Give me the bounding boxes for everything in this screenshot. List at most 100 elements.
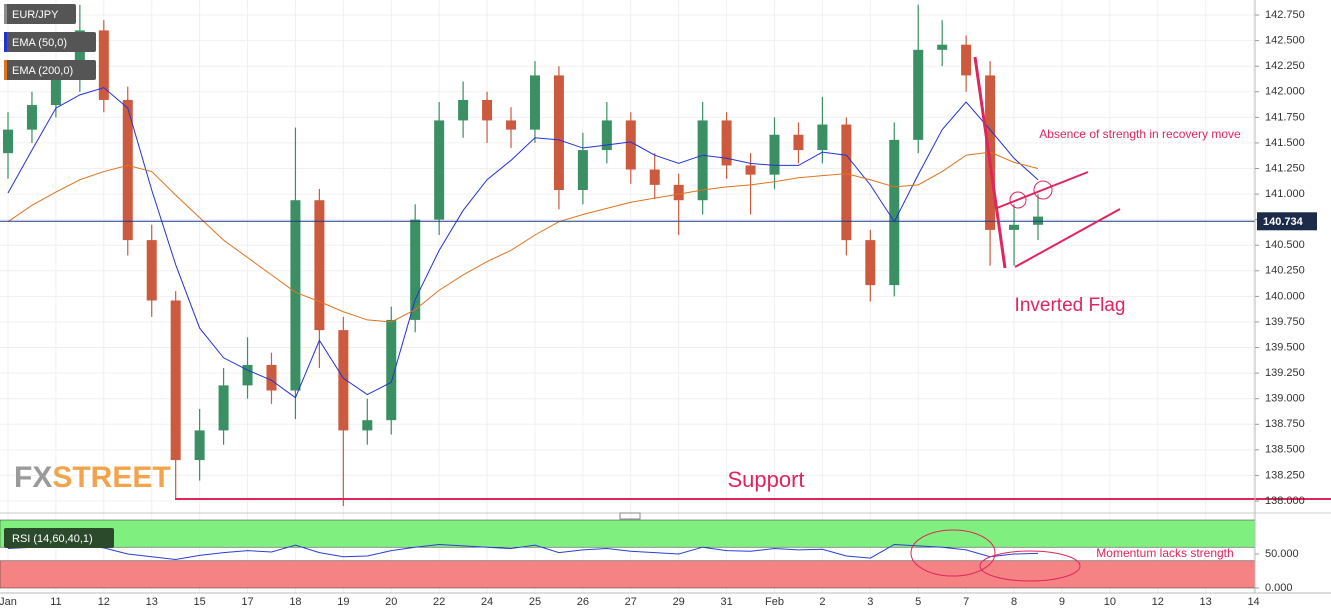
legend-box bbox=[4, 528, 114, 548]
candle-body bbox=[913, 49, 924, 140]
candle-body bbox=[793, 134, 804, 151]
x-tick-label: 20 bbox=[385, 596, 397, 608]
candle-body bbox=[290, 200, 301, 391]
x-tick-label: 22 bbox=[433, 596, 445, 608]
watermark: FXSTREET bbox=[14, 461, 171, 494]
candle-body bbox=[553, 75, 564, 190]
last-price-label: 140.734 bbox=[1263, 216, 1304, 228]
candle-body bbox=[434, 120, 445, 220]
legend-box bbox=[4, 4, 76, 24]
x-tick-label: 2 bbox=[819, 596, 825, 608]
rsi-line bbox=[7, 543, 1038, 560]
candle-body bbox=[242, 364, 253, 386]
candle-body bbox=[961, 44, 972, 76]
x-tick-label: 27 bbox=[625, 596, 637, 608]
legend-swatch bbox=[4, 60, 7, 80]
candle-body bbox=[146, 240, 157, 301]
x-tick-label: 11 bbox=[50, 596, 61, 608]
x-tick-label: 25 bbox=[529, 596, 541, 608]
annotation: Support bbox=[727, 467, 804, 492]
candle-body bbox=[170, 300, 181, 461]
x-tick-label: 13 bbox=[1200, 596, 1212, 608]
candle-body bbox=[386, 319, 397, 421]
candle-body bbox=[745, 165, 756, 175]
y-tick-label: 139.000 bbox=[1265, 393, 1305, 405]
candle-body bbox=[506, 120, 517, 130]
x-tick-label: 3 bbox=[867, 596, 873, 608]
annotation: Inverted Flag bbox=[1015, 295, 1126, 316]
x-tick-label: 26 bbox=[577, 596, 589, 608]
annotation: Momentum lacks strength bbox=[1096, 546, 1233, 560]
x-tick-label: 9 bbox=[1059, 596, 1065, 608]
y-tick-label: 141.750 bbox=[1265, 111, 1305, 123]
y-tick-label: 141.500 bbox=[1265, 137, 1305, 149]
candle-body bbox=[74, 30, 85, 80]
overlay: Jan 11 12 13 15 17 18 19 20 22 24 25 26 27 29 31 Feb 2 3 5 7… bbox=[0, 4, 1317, 608]
flag-lower bbox=[1014, 208, 1121, 268]
x-tick-label: 8 bbox=[1011, 596, 1017, 608]
x-tick-label: 29 bbox=[673, 596, 685, 608]
candle-body bbox=[410, 219, 421, 320]
candle-body bbox=[865, 240, 876, 286]
y-tick-label: 142.000 bbox=[1265, 86, 1305, 98]
legend-box bbox=[4, 60, 96, 80]
candle-body bbox=[529, 75, 540, 130]
candle-body bbox=[721, 120, 732, 166]
y-tick-label: 140.250 bbox=[1265, 265, 1305, 277]
circle-mark bbox=[1009, 191, 1027, 209]
candle-body bbox=[98, 30, 109, 100]
ellipse-mark bbox=[910, 529, 996, 577]
watermark-part: FX bbox=[14, 461, 52, 494]
y-tick-label: 138.500 bbox=[1265, 444, 1305, 456]
y-tick-label: 141.000 bbox=[1265, 188, 1305, 200]
legend-label: EMA (200,0) bbox=[12, 65, 73, 77]
candle-body bbox=[889, 139, 900, 286]
x-tick-label: 18 bbox=[289, 596, 301, 608]
x-tick-label: 13 bbox=[146, 596, 158, 608]
x-tick-label: 12 bbox=[98, 596, 110, 608]
candle-body bbox=[266, 364, 277, 391]
x-tick-label: 14 bbox=[1247, 596, 1259, 608]
x-tick-label: Feb bbox=[765, 596, 784, 608]
candle-body bbox=[362, 420, 373, 431]
x-tick-label: 19 bbox=[337, 596, 349, 608]
candle-body bbox=[649, 169, 660, 185]
candle-body bbox=[338, 330, 349, 431]
rsi-band bbox=[0, 519, 1256, 548]
rsi-bands bbox=[0, 519, 1256, 589]
y-tick-label: 50.000 bbox=[1265, 548, 1299, 560]
candle-body bbox=[50, 79, 61, 106]
candle-body bbox=[697, 120, 708, 201]
candle-body bbox=[937, 44, 948, 50]
last-price-box bbox=[1257, 212, 1317, 231]
candle-body bbox=[122, 99, 133, 241]
candle-body bbox=[314, 200, 325, 331]
annotation: Absence of strength in recovery move bbox=[1039, 127, 1241, 141]
y-tick-label: 138.250 bbox=[1265, 469, 1305, 481]
circle-mark bbox=[1033, 180, 1053, 200]
candle-body bbox=[26, 105, 37, 130]
y-tick-label: 140.500 bbox=[1265, 239, 1305, 251]
ema-line bbox=[7, 87, 1039, 399]
x-tick-label: 10 bbox=[1104, 596, 1116, 608]
candle-body bbox=[218, 385, 229, 431]
candle-body bbox=[458, 99, 469, 121]
candle-body bbox=[577, 150, 588, 190]
candle-body bbox=[673, 184, 684, 201]
y-tick-label: 141.250 bbox=[1265, 162, 1305, 174]
candle-body bbox=[625, 120, 636, 170]
marks bbox=[0, 4, 1255, 560]
candle-body bbox=[482, 99, 493, 121]
resize-handle[interactable] bbox=[619, 512, 641, 520]
legend-swatch bbox=[4, 4, 7, 24]
x-tick-label: 7 bbox=[963, 596, 969, 608]
legend-label: RSI (14,60,40,1) bbox=[12, 533, 93, 545]
y-tick-label: 142.250 bbox=[1265, 60, 1305, 72]
y-tick-label: 139.750 bbox=[1265, 316, 1305, 328]
y-tick-label: 0.000 bbox=[1265, 582, 1293, 594]
y-tick-label: 139.500 bbox=[1265, 341, 1305, 353]
rsi-band bbox=[0, 560, 1256, 589]
flag-pole bbox=[973, 56, 1007, 269]
